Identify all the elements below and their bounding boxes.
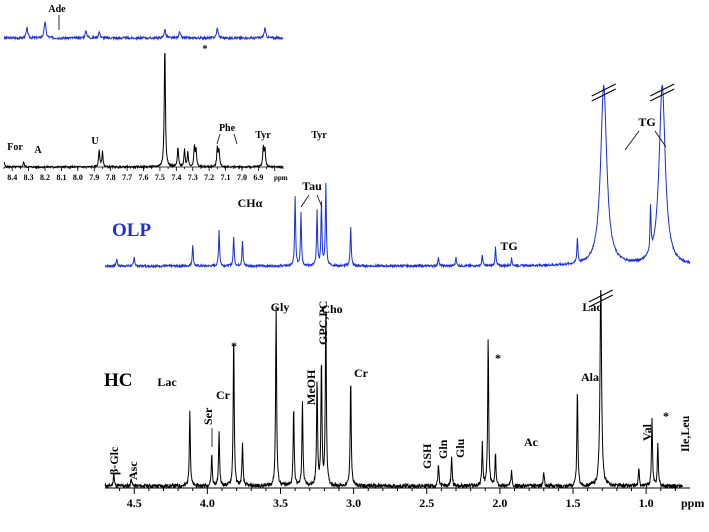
inset-tick-label: 7.3	[188, 173, 198, 182]
inset-hc-peak-label: For	[7, 142, 23, 153]
inset-tick-label: 8.3	[24, 173, 34, 182]
hc-peak-label: Lac	[582, 300, 602, 314]
axis-break-mark	[588, 289, 614, 303]
hc-peak-label: Asc	[126, 461, 140, 480]
hc-peak-label: GSH	[420, 443, 434, 469]
hc-peak-label: Cho	[321, 302, 342, 316]
main-tick-label: 4.5	[127, 496, 142, 510]
inset-tick-label: 8.2	[40, 173, 50, 182]
hc-peak-label: Cr	[216, 388, 231, 402]
inset-tick-label: 8.4	[7, 173, 17, 182]
hc-asterisk-label: *	[231, 339, 237, 353]
hc-peak-label: β-Glc	[107, 446, 121, 475]
hc-peak-label: Cr	[354, 366, 369, 380]
hc-asterisk-label: *	[663, 409, 669, 423]
axis-break-mark	[591, 83, 616, 97]
main-tick-label: 2.5	[419, 496, 434, 510]
spectra-traces	[3, 21, 691, 490]
olp-peak-label: TG	[638, 115, 655, 129]
hc-peak-label: Ile,Leu	[678, 415, 692, 452]
inset-tick-label: 6.9	[253, 173, 263, 182]
inset-tick-label: 8.0	[73, 173, 83, 182]
hc-peak-label: Ac	[524, 435, 539, 449]
hc-panel-label: HC	[104, 370, 133, 391]
hc-peak-label: GPC,PC	[316, 301, 330, 345]
inset-tick-label: 7.0	[237, 173, 247, 182]
inset-tick-label: 7.9	[89, 173, 99, 182]
inset-hc-peak-label: Tyr	[255, 130, 271, 141]
inset-label-leader	[216, 133, 221, 145]
inset-tick-label: 7.2	[204, 173, 214, 182]
inset-hc-peak-label: A	[34, 145, 42, 156]
hc-peak-label: Ser	[201, 407, 215, 425]
main-axis-unit-label: ppm	[681, 496, 704, 510]
axis-break-mark	[649, 83, 675, 97]
axis-break-mark	[591, 88, 616, 102]
inset-tick-label: 7.6	[139, 173, 149, 182]
inset-asterisk-label: *	[203, 44, 208, 55]
inset-hc-peak-label: U	[91, 136, 98, 147]
hc-peak-label: Gln	[436, 439, 450, 459]
inset-hc-peak-label: Tyr	[311, 130, 327, 141]
main-tick-label: 1.5	[566, 496, 581, 510]
main-axis: 4.5 4.0 3.5 3.0 2.5 2.0 1.5 1.0 ppm	[105, 487, 704, 510]
inset-olp-label: Ade	[48, 4, 66, 15]
olp-inset-spectrum	[3, 21, 284, 41]
main-tick-label: 4.0	[200, 496, 215, 510]
inset-axis: 8.4 8.3 8.2 8.1 8.0 7.9 7.8 7.7 7.6 7.5 7.4 7.3 7.2 7…	[3, 166, 288, 182]
hc-inset-spectrum	[3, 52, 284, 170]
inset-label-leader	[233, 133, 238, 145]
olp-label-leader	[624, 130, 640, 151]
inset-tick-label: 8.1	[56, 173, 66, 182]
inset-axis-unit-label: ppm	[274, 174, 288, 182]
main-tick-label: 3.0	[346, 496, 361, 510]
axis-break-mark	[588, 294, 614, 308]
hc-peak-label: Gly	[271, 300, 290, 314]
olp-peak-label: TG	[500, 239, 517, 253]
hc-peak-label: Val	[640, 423, 654, 441]
main-tick-label: 3.5	[273, 496, 288, 510]
inset-tick-label: 7.7	[122, 173, 132, 182]
main-tick-label: 2.0	[492, 496, 507, 510]
axis-break-mark	[649, 88, 675, 102]
hc-peak-label: Ala	[581, 370, 599, 384]
olp-peak-label: Tau	[302, 179, 322, 193]
hc-peak-label: MeOH	[304, 369, 318, 405]
olp-label-leader	[300, 194, 310, 208]
hc-main-spectrum	[104, 289, 684, 490]
hc-asterisk-label: *	[495, 351, 501, 365]
main-tick-label: 1.0	[639, 496, 654, 510]
inset-tick-label: 7.8	[106, 173, 116, 182]
olp-panel-label: OLP	[112, 220, 151, 241]
olp-label-leader	[654, 130, 667, 148]
hc-peak-label: Glu	[453, 438, 467, 458]
olp-label-leader	[316, 194, 323, 208]
inset-tick-label: 7.5	[155, 173, 165, 182]
hc-peak-label: Lac	[157, 375, 177, 389]
inset-hc-peak-label: Phe	[219, 123, 236, 134]
inset-tick-label: 7.1	[221, 173, 231, 182]
olp-peak-label: CHα	[238, 196, 263, 210]
inset-tick-label: 7.4	[171, 173, 181, 182]
olp-main-spectrum	[104, 84, 691, 269]
